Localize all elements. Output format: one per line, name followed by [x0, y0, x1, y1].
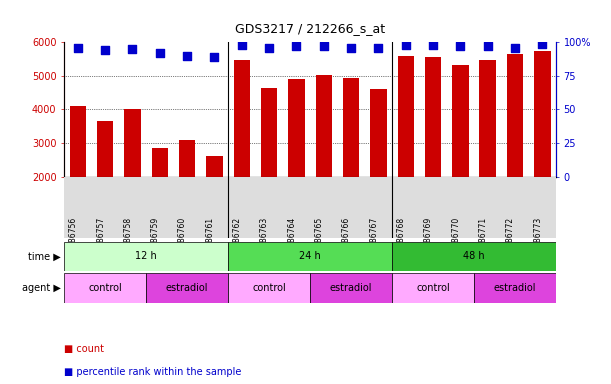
Point — [346, 45, 356, 51]
Bar — [370, 89, 387, 177]
Bar — [315, 75, 332, 177]
Point — [210, 54, 219, 60]
Point — [155, 50, 165, 56]
Bar — [97, 121, 114, 177]
Bar — [425, 57, 441, 177]
Bar — [310, 273, 392, 303]
Point — [264, 45, 274, 51]
Bar — [534, 51, 551, 177]
Bar — [480, 60, 496, 177]
Text: control: control — [252, 283, 286, 293]
Text: 24 h: 24 h — [299, 251, 321, 262]
Bar — [64, 242, 228, 271]
Point — [455, 43, 465, 50]
Bar — [398, 56, 414, 177]
Point — [319, 43, 329, 50]
Point — [237, 42, 247, 48]
Point — [428, 42, 438, 48]
Bar — [392, 273, 474, 303]
Text: control: control — [416, 283, 450, 293]
Bar — [288, 79, 305, 177]
Bar — [261, 88, 277, 177]
Bar — [64, 273, 146, 303]
Bar — [474, 273, 556, 303]
Text: GDS3217 / 212266_s_at: GDS3217 / 212266_s_at — [235, 22, 385, 35]
Point — [538, 41, 547, 47]
Text: estradiol: estradiol — [494, 283, 536, 293]
Text: agent ▶: agent ▶ — [22, 283, 61, 293]
Bar — [146, 273, 228, 303]
Text: 12 h: 12 h — [135, 251, 157, 262]
Bar — [452, 65, 469, 177]
Point — [401, 42, 411, 48]
Bar — [233, 60, 250, 177]
Point — [100, 47, 110, 53]
Bar — [207, 156, 222, 177]
Bar — [70, 106, 86, 177]
Point — [291, 43, 301, 50]
Bar — [228, 273, 310, 303]
Point — [373, 45, 383, 51]
Bar — [179, 140, 196, 177]
Text: estradiol: estradiol — [166, 283, 208, 293]
Point — [483, 43, 492, 50]
Text: ■ percentile rank within the sample: ■ percentile rank within the sample — [64, 367, 241, 377]
Text: 48 h: 48 h — [463, 251, 485, 262]
Point — [73, 45, 82, 51]
Text: estradiol: estradiol — [330, 283, 372, 293]
Bar — [507, 54, 523, 177]
Bar — [343, 78, 359, 177]
Point — [128, 46, 137, 52]
Bar — [152, 148, 168, 177]
Bar — [124, 109, 141, 177]
Bar — [228, 242, 392, 271]
Text: ■ count: ■ count — [64, 344, 104, 354]
Text: time ▶: time ▶ — [28, 251, 61, 262]
Bar — [392, 242, 556, 271]
Point — [510, 45, 520, 51]
Point — [182, 53, 192, 59]
Text: control: control — [88, 283, 122, 293]
